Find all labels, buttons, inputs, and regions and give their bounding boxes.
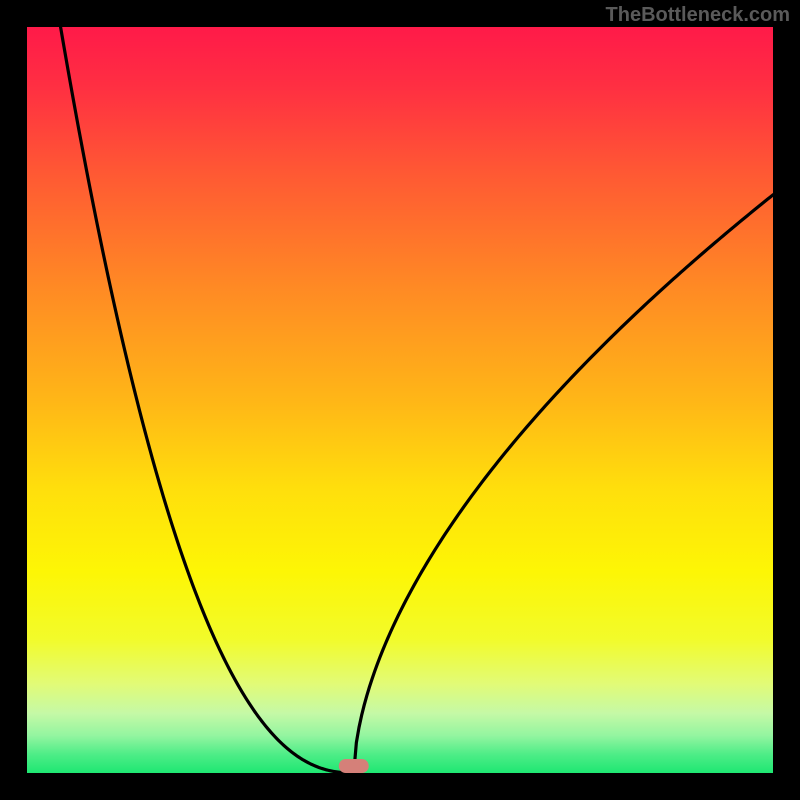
chart-gradient-background	[27, 27, 773, 773]
watermark-text: TheBottleneck.com	[606, 4, 790, 27]
chart-container: TheBottleneck.com	[0, 0, 800, 800]
bottleneck-chart	[0, 0, 800, 800]
optimal-point-marker	[339, 759, 369, 773]
